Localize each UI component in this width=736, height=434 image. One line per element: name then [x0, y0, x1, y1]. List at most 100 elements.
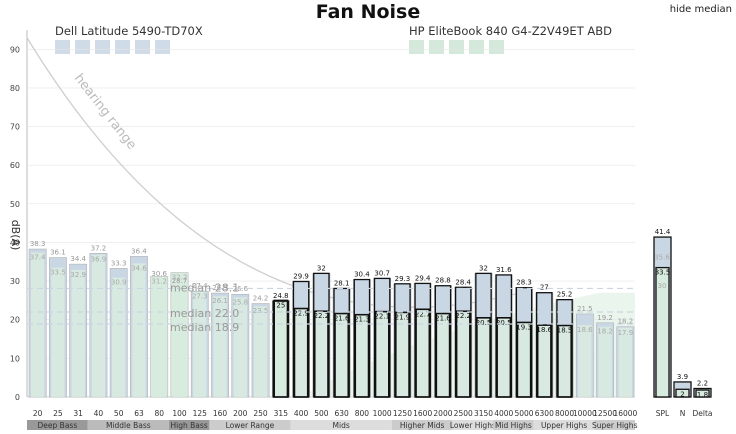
summary-label-dell: 2.2	[697, 380, 708, 388]
bar-front	[416, 309, 430, 397]
x-tick-label: 1250	[393, 409, 412, 418]
median-label: median 18.9	[170, 321, 239, 334]
y-tick-label: 60	[10, 161, 20, 170]
data-label-hp: 36.9	[91, 255, 107, 263]
band-group-label: Deep Bass	[38, 421, 78, 430]
x-tick-label: 16000	[613, 409, 637, 418]
data-label-dell: 27.4	[192, 282, 208, 290]
bar-front	[51, 267, 65, 397]
bar-front	[598, 326, 612, 397]
data-label-hp: 32.9	[70, 271, 86, 279]
hearing-range-label: hearing range	[71, 71, 139, 152]
bar-outline-hp	[536, 324, 552, 398]
x-tick-label: 12500	[593, 409, 617, 418]
y-tick-label: 70	[10, 123, 20, 132]
data-label-hp: 19.3	[516, 323, 532, 331]
data-label-hp: 18.2	[597, 328, 613, 336]
data-label-dell: 30.4	[354, 271, 370, 279]
x-tick-label: 1600	[413, 409, 432, 418]
bar-front	[233, 297, 247, 397]
data-label-hp: 21.6	[334, 315, 350, 323]
bar-outline-hp	[557, 324, 573, 398]
data-label-dell: 29.3	[395, 275, 411, 283]
legend-swatch-dell-2	[75, 40, 90, 54]
bar-front	[476, 317, 491, 397]
bar-front	[456, 311, 470, 397]
data-label-hp: 32.2	[172, 274, 188, 282]
summary-label-dell: 3.9	[677, 373, 688, 381]
bar-front	[71, 269, 85, 397]
data-label-hp: 22.7	[415, 310, 431, 318]
data-label-dell: 31.6	[496, 266, 512, 274]
legend-swatch-hp-1	[409, 40, 424, 54]
data-label-dell: 29.9	[293, 272, 309, 280]
x-tick-label: 50	[114, 409, 124, 418]
bar-outline-hp	[334, 312, 350, 398]
data-label-dell: 30.6	[151, 270, 167, 278]
x-tick-label: 40	[94, 409, 104, 418]
data-label-hp: 17.9	[618, 329, 634, 337]
data-label-dell: 37.2	[91, 244, 107, 252]
data-label-hp: 21.6	[435, 315, 451, 323]
legend-label-dell: Dell Latitude 5490-TD70X	[55, 24, 203, 38]
bar-outline-hp	[435, 312, 451, 398]
bar-front	[497, 317, 511, 397]
bar-outline-hp	[293, 307, 309, 398]
bar-front	[557, 325, 572, 397]
data-label-dell: 28.7	[172, 277, 188, 285]
bar-front	[112, 277, 126, 397]
y-tick-label: 90	[10, 45, 20, 54]
x-tick-label: 63	[134, 409, 144, 418]
data-label-hp: 22.2	[455, 312, 471, 320]
summary-label-hp: 2	[680, 390, 684, 398]
x-tick-label: 800	[355, 409, 370, 418]
band-group-label: Mid Highs	[495, 421, 532, 430]
x-tick-label: 6300	[535, 409, 554, 418]
legend-label-hp: HP EliteBook 840 G4-Z2V49ET ABD	[409, 24, 612, 38]
data-label-dell: 28.3	[516, 279, 532, 287]
legend-swatch-hp-5	[489, 40, 504, 54]
data-label-dell: 27	[540, 284, 549, 292]
bar-front	[294, 308, 308, 397]
bar-outline-hp	[496, 317, 512, 398]
summary-bar-hp	[655, 266, 670, 398]
bar-outline-hp	[476, 317, 491, 398]
summary-bar-hp	[675, 388, 690, 398]
bar-front	[274, 301, 288, 397]
legend-swatch-hp-3	[449, 40, 464, 54]
y-tick-label: 20	[10, 316, 20, 325]
bar-front	[193, 291, 207, 397]
band-group	[168, 420, 210, 430]
x-tick-label: 31	[73, 409, 83, 418]
band-group	[452, 420, 494, 430]
band-group	[209, 420, 291, 430]
bar-front	[578, 325, 592, 397]
y-tick-label: 10	[10, 354, 20, 363]
data-label-dell: 19.2	[597, 314, 613, 322]
data-label-dell: 34.4	[70, 255, 86, 263]
y-tick-label: 30	[10, 277, 20, 286]
data-label-dell: 28.4	[455, 278, 471, 286]
data-label-hp: 25.8	[233, 298, 249, 306]
band-group	[391, 420, 453, 430]
data-label-hp: 18.6	[537, 326, 553, 334]
data-label-dell: 36.1	[50, 249, 66, 257]
data-label-hp: 31.2	[151, 277, 167, 285]
band-group-label: Upper Highs	[541, 421, 587, 430]
data-label-dell: 18.2	[618, 318, 634, 326]
bar-outline-hp	[273, 299, 289, 398]
legend-swatch-dell-1	[55, 40, 70, 54]
band-group	[533, 420, 595, 430]
summary-label-hp: 33.5	[655, 269, 671, 277]
data-label-dell: 25.2	[557, 291, 573, 299]
bar-front	[91, 254, 106, 397]
bar-front	[213, 296, 227, 397]
x-tick-label: 160	[213, 409, 228, 418]
x-tick-label: 630	[334, 409, 349, 418]
band-group	[493, 420, 534, 430]
bar-outline-hp	[516, 321, 532, 398]
hide-median-toggle[interactable]: hide median	[669, 4, 732, 15]
bar-front	[152, 278, 166, 397]
data-label-hp: 18.5	[557, 327, 573, 335]
